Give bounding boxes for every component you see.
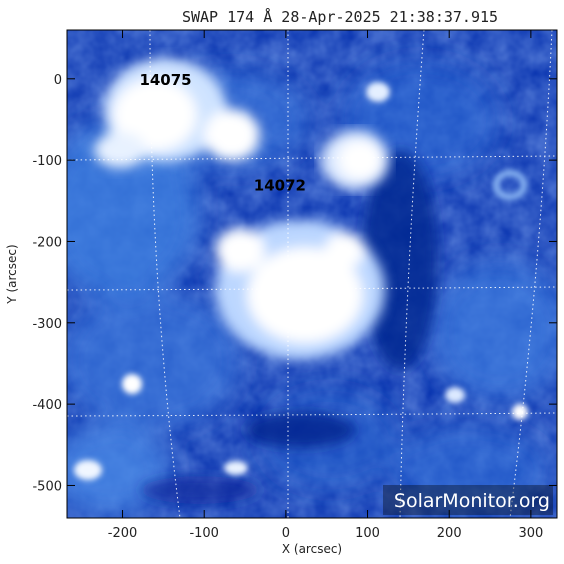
y-axis: 0 -100 -200 -300 -400 -500 xyxy=(32,73,557,494)
y-tick-label: -300 xyxy=(32,317,62,332)
y-tick-label: -100 xyxy=(32,154,62,169)
y-tick-label: 0 xyxy=(54,73,62,88)
image-title: SWAP 174 Å 28-Apr-2025 21:38:37.915 xyxy=(182,7,498,26)
small-bright-points xyxy=(74,82,528,480)
region-label-14075: 14075 xyxy=(139,71,191,89)
active-region-14075 xyxy=(94,58,260,168)
plot-frame xyxy=(66,29,558,519)
watermark: SolarMonitor.org xyxy=(383,485,553,515)
region-label-14072: 14072 xyxy=(254,177,306,195)
x-tick-label: 100 xyxy=(355,526,380,541)
solar-image: 14075 14072 SolarMonitor.org xyxy=(67,30,557,518)
y-tick-label: -500 xyxy=(32,479,62,494)
x-tick-label: 300 xyxy=(518,526,543,541)
y-tick-label: -200 xyxy=(32,235,62,250)
central-bright-region xyxy=(215,220,385,360)
x-tick-label: -100 xyxy=(189,526,219,541)
y-axis-label: Y (arcsec) xyxy=(5,244,19,304)
x-tick-label: -200 xyxy=(108,526,138,541)
x-axis: -200 -100 0 100 200 300 xyxy=(108,30,543,541)
y-tick-label: -400 xyxy=(32,398,62,413)
active-region-14072 xyxy=(321,130,389,190)
x-tick-label: 0 xyxy=(282,526,290,541)
x-axis-label: X (arcsec) xyxy=(282,542,342,556)
x-tick-label: 200 xyxy=(437,526,462,541)
coordinate-grid xyxy=(67,30,557,518)
dark-lanes xyxy=(140,150,438,504)
watermark-text: SolarMonitor.org xyxy=(394,490,550,512)
